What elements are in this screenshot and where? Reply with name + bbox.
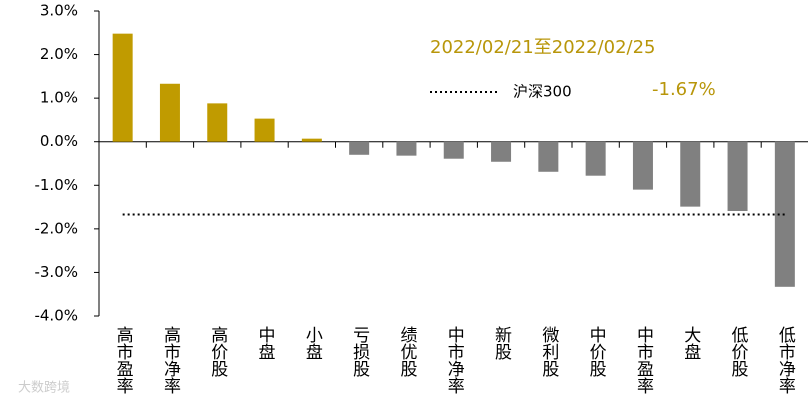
x-tick-label: 中盘 [255, 326, 276, 360]
bar [396, 141, 417, 156]
x-tick-label: 新股 [491, 326, 512, 361]
y-tick-label: 3.0% [40, 2, 78, 20]
bar [112, 33, 133, 142]
x-tick-label: 中市盈率 [633, 326, 654, 394]
x-tick-label: 微利股 [538, 326, 559, 378]
watermark: 大数跨境 [18, 381, 70, 396]
bar [774, 141, 795, 287]
bar [159, 83, 180, 142]
bar [254, 118, 275, 142]
bar [538, 141, 559, 172]
bar [680, 141, 701, 207]
bar [727, 141, 748, 211]
bar [301, 138, 322, 142]
legend-label: 沪深300 [513, 83, 572, 101]
bar [585, 141, 606, 176]
x-tick-label: 低市净率 [775, 326, 796, 394]
x-tick-label: 亏损股 [349, 326, 370, 378]
bar [632, 141, 653, 190]
bar [207, 103, 228, 142]
y-tick-label: -2.0% [34, 219, 78, 237]
x-tick-label: 绩优股 [396, 326, 417, 378]
bar [443, 141, 464, 159]
bar [349, 141, 370, 155]
bar [491, 141, 512, 162]
x-tick-label: 中市净率 [444, 326, 465, 394]
y-tick-label: -4.0% [34, 307, 78, 325]
x-tick-label: 高价股 [207, 326, 228, 378]
y-tick-label: 0.0% [40, 132, 78, 150]
x-tick-label: 中价股 [586, 326, 607, 378]
reference-value-label: -1.67% [652, 79, 716, 100]
x-tick-label: 低价股 [728, 326, 749, 378]
y-tick-label: 1.0% [40, 89, 78, 107]
x-tick-label: 大盘 [680, 326, 701, 360]
annotation: 2022/02/21至2022/02/25 [430, 37, 656, 58]
y-tick-label: 2.0% [40, 45, 78, 63]
y-tick-label: -3.0% [34, 263, 78, 281]
x-tick-label: 高市净率 [160, 326, 181, 394]
x-tick-label: 高市盈率 [113, 326, 133, 394]
x-tick-label: 小盘 [302, 326, 323, 360]
y-tick-label: -1.0% [34, 176, 78, 194]
